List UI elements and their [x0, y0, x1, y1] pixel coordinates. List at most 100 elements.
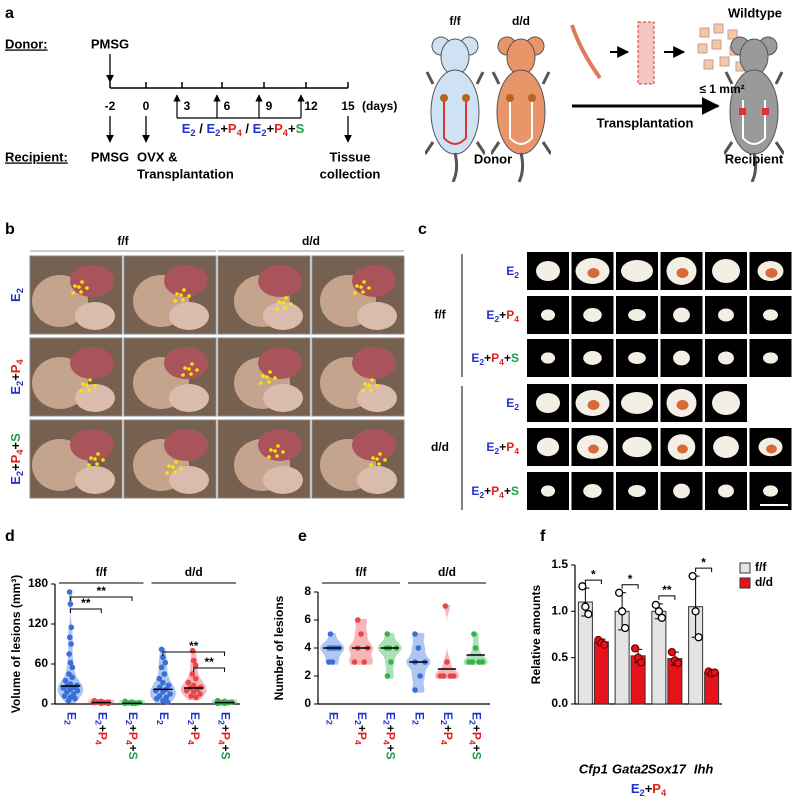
data-point — [617, 607, 627, 616]
lesion-marker — [267, 455, 271, 459]
treatment-label: E2+P4+S — [471, 484, 519, 500]
data-point — [69, 664, 76, 671]
panel-label: a — [5, 5, 14, 22]
lesion — [712, 391, 740, 415]
uterus — [509, 100, 533, 145]
data-point — [197, 691, 203, 697]
data-point — [154, 695, 160, 702]
data-point — [185, 679, 192, 686]
data-point — [667, 647, 677, 657]
x-tick-label: E2+P4 — [439, 712, 455, 745]
lesion — [739, 108, 746, 115]
donor-event: PMSG — [91, 36, 129, 51]
data-point — [444, 659, 450, 665]
data-point — [66, 651, 72, 657]
data-point — [69, 674, 76, 681]
data-point — [68, 641, 74, 647]
lesion-marker — [174, 460, 178, 464]
y-tick-label: 6 — [304, 612, 311, 626]
significance-label: * — [591, 567, 596, 581]
lesion-marker — [88, 378, 92, 382]
data-point — [710, 668, 719, 677]
genotype-label: f/f — [434, 308, 446, 322]
data-point — [691, 607, 700, 616]
data-point — [67, 601, 74, 607]
days-unit: (days) — [362, 99, 397, 113]
data-point — [66, 589, 73, 595]
lesion-marker — [87, 388, 91, 392]
lesion-marker — [289, 302, 293, 306]
genotype-header: d/d — [302, 234, 320, 248]
data-point — [62, 677, 69, 684]
x-tick-label: Sox17 — [648, 761, 687, 776]
data-point — [412, 631, 418, 637]
data-point — [620, 623, 630, 633]
lesion-marker — [367, 286, 371, 290]
lesion-marker — [181, 298, 185, 302]
tissue — [352, 347, 396, 379]
data-point — [74, 687, 81, 694]
treatment-label: E2 — [506, 396, 519, 412]
lesion-marker — [179, 466, 183, 470]
lesion-marker — [269, 448, 273, 452]
lesion-marker — [275, 454, 279, 458]
recipient-event: OVX & — [137, 149, 177, 164]
lesion — [621, 392, 653, 414]
lesion — [763, 309, 778, 321]
donor: Donor — [474, 151, 512, 166]
lesion-marker — [275, 307, 279, 311]
ovary — [528, 94, 536, 102]
data-point — [167, 691, 173, 697]
uterus — [742, 100, 766, 145]
tissue — [75, 302, 115, 330]
lesion-marker — [383, 458, 387, 462]
lesion-marker — [187, 294, 191, 298]
x-tick-label: E2+P4+S — [467, 712, 483, 760]
data-point — [447, 673, 454, 679]
significance-bracket — [695, 567, 713, 573]
data-point — [192, 662, 199, 669]
data-point — [584, 609, 593, 619]
lesion-marker — [361, 290, 365, 294]
lesion — [536, 261, 560, 281]
x-tick-label: E2 — [324, 712, 340, 725]
y-tick-label: 4 — [304, 640, 311, 654]
x-tick-label: Gata2 — [612, 761, 649, 776]
data-point — [164, 699, 171, 705]
tissue — [164, 347, 208, 379]
recipient: Recipient — [725, 151, 784, 166]
bar — [651, 610, 667, 705]
y-tick-label: 120 — [28, 616, 48, 630]
lesion-marker — [85, 383, 89, 387]
legend-swatch — [739, 562, 751, 574]
day-label: 9 — [266, 99, 273, 113]
significance-label: ** — [662, 583, 672, 597]
x-tick-label: E2+P4+S — [381, 712, 397, 760]
group-label: d/d — [438, 565, 456, 579]
panel-label: b — [5, 221, 15, 238]
panel-label: c — [418, 221, 427, 238]
data-point — [630, 644, 640, 653]
lesion-marker — [179, 293, 183, 297]
data-point — [160, 697, 166, 704]
lesion-marker — [369, 388, 373, 392]
legend-swatch — [739, 577, 751, 589]
lesion-marker — [183, 366, 187, 370]
lesion — [718, 484, 734, 498]
legend-label: f/f — [755, 560, 767, 574]
data-point — [160, 679, 166, 686]
lesion-marker — [101, 458, 105, 462]
lesion — [763, 485, 778, 497]
day-label: 15 — [341, 99, 355, 113]
significance-label: ** — [204, 655, 214, 669]
significance-bracket — [658, 595, 676, 600]
lesion-marker — [187, 367, 191, 371]
data-point — [472, 645, 479, 651]
data-point — [657, 613, 667, 622]
lesion-marker — [80, 280, 84, 284]
day-label: 3 — [184, 99, 191, 113]
data-point — [68, 624, 75, 631]
data-point — [417, 673, 423, 679]
tissue — [263, 384, 303, 412]
